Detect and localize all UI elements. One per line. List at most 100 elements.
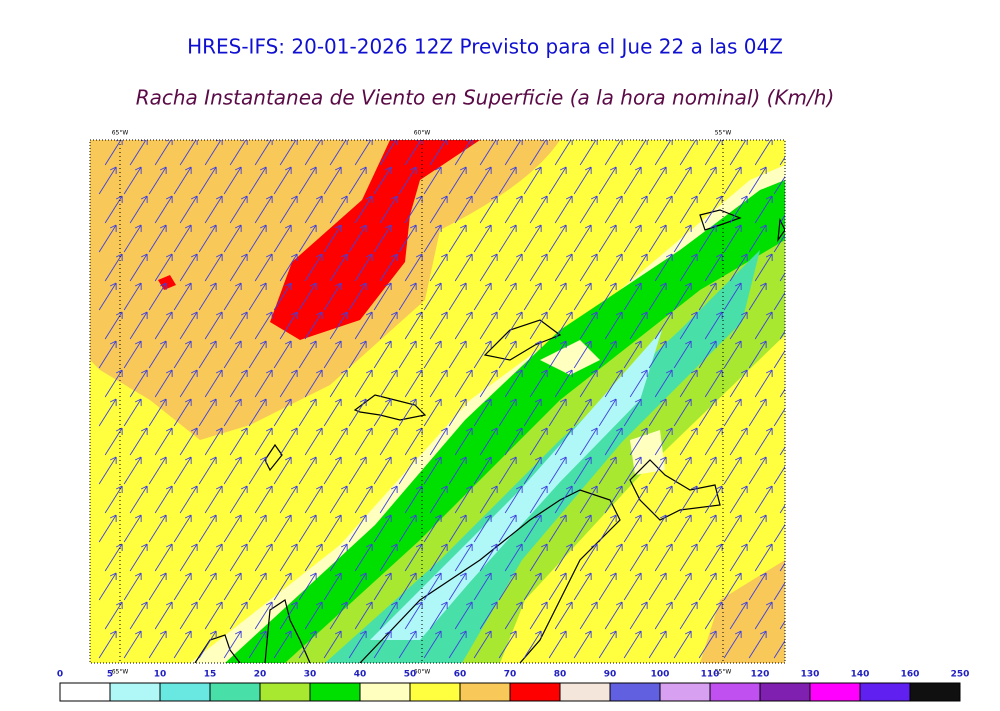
wind-arrow xyxy=(504,485,523,514)
wind-arrow xyxy=(173,514,192,543)
wind-arrow xyxy=(173,630,192,659)
wind-arrow xyxy=(679,601,698,630)
wind-arrow xyxy=(529,601,548,630)
wind-arrow xyxy=(554,485,573,514)
wind-arrow xyxy=(698,630,717,659)
wind-arrow xyxy=(729,140,748,166)
wind-arrow xyxy=(604,195,623,224)
wind-arrow xyxy=(654,253,673,282)
wind-arrow xyxy=(754,601,773,630)
wind-arrow xyxy=(373,456,392,485)
wind-arrow xyxy=(604,140,623,166)
wind-arrow xyxy=(448,456,467,485)
wind-arrow xyxy=(754,253,773,282)
wind-arrow xyxy=(123,572,142,601)
wind-arrow xyxy=(604,253,623,282)
wind-arrow xyxy=(523,166,542,195)
wind-arrow xyxy=(548,398,567,427)
wind-arrow xyxy=(348,224,367,253)
wind-arrow xyxy=(254,543,273,572)
wind-arrow xyxy=(229,369,248,398)
wind-arrow xyxy=(298,340,317,369)
wind-arrow xyxy=(629,253,648,282)
wind-arrow xyxy=(179,601,198,630)
wind-arrow xyxy=(329,195,348,224)
wind-arrow xyxy=(598,224,617,253)
wind-arrow xyxy=(279,311,298,340)
wind-arrow xyxy=(523,572,542,601)
wind-arrow xyxy=(179,485,198,514)
wind-arrow xyxy=(354,369,373,398)
wind-arrow xyxy=(504,140,523,166)
wind-arrow xyxy=(473,514,492,543)
wind-arrow xyxy=(679,427,698,456)
wind-arrow xyxy=(404,427,423,456)
wind-arrow xyxy=(773,517,785,543)
wind-arrow xyxy=(223,340,242,369)
wind-arrow xyxy=(123,282,142,311)
wind-arrow xyxy=(473,340,492,369)
wind-arrow xyxy=(148,282,167,311)
longitude-label: 65°W xyxy=(112,669,129,676)
subtitle: Racha Instantanea de Viento en Superfici… xyxy=(136,86,835,110)
wind-arrow xyxy=(104,543,123,572)
wind-arrow xyxy=(354,427,373,456)
wind-arrow xyxy=(379,601,398,630)
colorbar-tick-label: 140 xyxy=(851,670,870,680)
wind-arrow xyxy=(348,340,367,369)
wind-arrow xyxy=(373,166,392,195)
wind-arrow xyxy=(648,398,667,427)
map xyxy=(90,140,785,663)
wind-arrow xyxy=(729,601,748,630)
wind-arrow xyxy=(529,427,548,456)
colorbar-box xyxy=(709,682,761,702)
wind-arrow xyxy=(679,140,698,166)
wind-arrow xyxy=(773,227,785,253)
wind-arrow xyxy=(648,282,667,311)
wind-arrow xyxy=(123,398,142,427)
wind-arrow xyxy=(354,485,373,514)
wind-arrow xyxy=(279,140,298,166)
wind-arrow xyxy=(304,195,323,224)
wind-arrow xyxy=(154,601,173,630)
wind-arrow xyxy=(279,195,298,224)
wind-arrow xyxy=(529,369,548,398)
wind-arrow xyxy=(529,253,548,282)
colorbar-box xyxy=(609,682,661,702)
colorbar-tick-label: 50 xyxy=(404,670,417,680)
wind-arrow xyxy=(748,340,767,369)
colorbar-box xyxy=(209,682,261,702)
colorbar-tick-label: 60 xyxy=(454,670,467,680)
wind-arrow xyxy=(198,398,217,427)
wind-arrow xyxy=(679,311,698,340)
wind-arrow xyxy=(479,369,498,398)
wind-arrow xyxy=(129,543,148,572)
wind-arrow xyxy=(429,543,448,572)
colorbar-box xyxy=(59,682,111,702)
wind-arrow xyxy=(698,572,717,601)
wind-area xyxy=(700,560,785,663)
wind-arrow xyxy=(448,166,467,195)
colorbar-box xyxy=(459,682,511,702)
wind-arrow xyxy=(754,369,773,398)
wind-arrow xyxy=(248,456,267,485)
wind-arrow xyxy=(623,340,642,369)
wind-arrow xyxy=(229,601,248,630)
wind-arrow xyxy=(304,253,323,282)
wind-arrow xyxy=(698,224,717,253)
wind-arrow xyxy=(573,514,592,543)
wind-arrow xyxy=(748,398,767,427)
wind-arrow xyxy=(773,343,785,369)
wind-arrow xyxy=(729,253,748,282)
wind-arrow xyxy=(379,311,398,340)
wind-arrow xyxy=(273,572,292,601)
wind-arrow xyxy=(323,514,342,543)
wind-arrow xyxy=(498,166,517,195)
wind-arrow xyxy=(679,253,698,282)
wind-arrow xyxy=(548,456,567,485)
wind-arrow xyxy=(273,224,292,253)
wind-arrow xyxy=(573,166,592,195)
wind-arrow xyxy=(198,282,217,311)
wind-arrow xyxy=(248,572,267,601)
